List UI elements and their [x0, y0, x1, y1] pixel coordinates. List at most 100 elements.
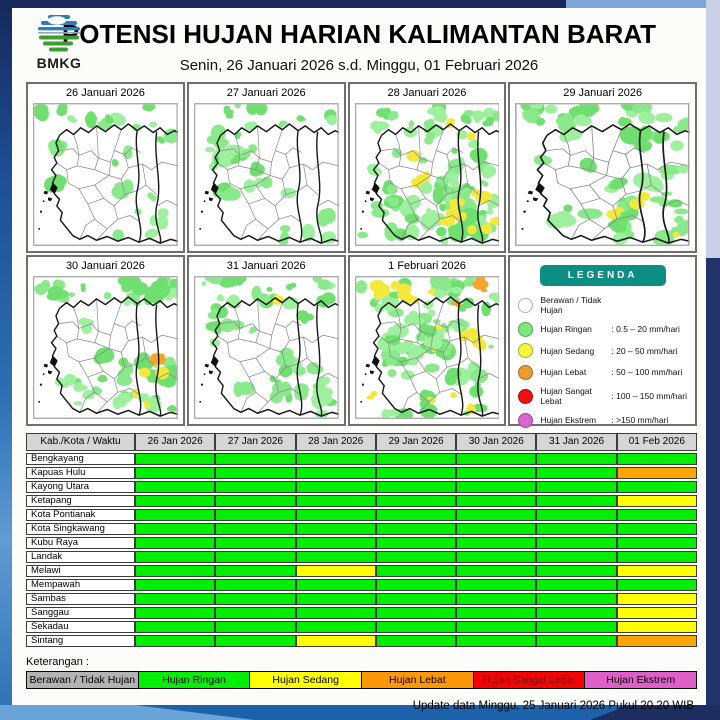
forecast-cell: [536, 621, 617, 633]
forecast-cell: [616, 579, 697, 591]
region-name: Kota Singkawang: [26, 523, 135, 535]
map-panel-day-1: 26 Januari 2026: [26, 82, 185, 253]
forecast-cell: [616, 537, 697, 549]
forecast-cell: [616, 593, 697, 605]
forecast-cell: [295, 635, 376, 647]
forecast-cell: [215, 509, 296, 521]
forecast-cell: [135, 551, 216, 563]
forecast-cell: [536, 635, 617, 647]
rain-map-container: [350, 102, 505, 251]
region-name: Sekadau: [26, 621, 135, 633]
keterangan-segment: Hujan Sedang: [250, 672, 363, 688]
region-name: Kapuas Hulu: [26, 467, 135, 479]
legend-item: Hujan Sangat Lebat: 100 – 150 mm/hari: [518, 386, 687, 406]
forecast-cell: [295, 481, 376, 493]
table-row: Melawi: [26, 565, 697, 577]
legend-item-range: : 20 – 50 mm/hari: [611, 345, 678, 356]
forecast-cell: [135, 453, 216, 465]
forecast-cell: [375, 537, 457, 549]
region-name: Bengkayang: [26, 453, 135, 465]
region-name: Sanggau: [26, 607, 135, 619]
forecast-cell: [456, 481, 537, 493]
map-panel-day-5: 30 Januari 2026: [26, 255, 185, 426]
forecast-cell: [536, 453, 617, 465]
forecast-cell: [616, 523, 697, 535]
update-timestamp: Update data Minggu, 25 Januari 2026 Puku…: [412, 700, 694, 712]
legend-color-dot: [518, 412, 534, 428]
region-name: Ketapang: [26, 495, 135, 507]
frame-top-right-band: [566, 0, 720, 8]
forecast-cell: [215, 523, 296, 535]
forecast-cell: [295, 495, 376, 507]
frame-right-band-top: [706, 0, 720, 258]
region-name: Sintang: [26, 635, 135, 647]
forecast-cell: [375, 453, 457, 465]
forecast-cell: [135, 593, 216, 605]
frame-bottom-dark-diagonal: [590, 705, 720, 720]
legend-item-name: Hujan Lebat: [540, 367, 587, 377]
legend-panel: LEGENDA Berawan / Tidak Hujan Hujan Ringa…: [508, 255, 697, 428]
table-row: Kubu Raya: [26, 537, 697, 549]
rain-map-container: [510, 102, 695, 251]
table-row: Kayong Utara: [26, 481, 697, 493]
map-panel-date: 1 Februari 2026: [388, 260, 466, 272]
forecast-cell: [536, 607, 617, 619]
keterangan-section: Keterangan : Berawan / Tidak Hujan Hujan …: [26, 656, 697, 689]
forecast-cell: [616, 621, 697, 633]
forecast-cell: [375, 635, 457, 647]
frame-left-band: [0, 0, 12, 720]
legend-item-name: Hujan Sangat Lebat: [540, 386, 592, 406]
legend-color-dot: [518, 343, 534, 358]
forecast-cell: [135, 523, 216, 535]
forecast-cell: [215, 593, 296, 605]
forecast-cell: [616, 565, 697, 577]
rain-map: [193, 276, 339, 419]
forecast-cell: [456, 537, 537, 549]
rain-map-container: [28, 102, 183, 251]
map-panel-date: 29 Januari 2026: [563, 87, 643, 99]
forecast-cell: [456, 635, 537, 647]
forecast-cell: [616, 453, 697, 465]
forecast-cell: [456, 621, 537, 633]
forecast-cell: [215, 495, 296, 507]
forecast-cell: [215, 467, 296, 479]
forecast-cell: [616, 481, 697, 493]
forecast-cell: [456, 551, 537, 563]
keterangan-color-bar: Berawan / Tidak Hujan Hujan Ringan Hujan S…: [26, 671, 697, 689]
forecast-cell: [536, 509, 617, 521]
forecast-cell: [375, 593, 457, 605]
forecast-cell: [215, 635, 296, 647]
map-panel-date: 28 Januari 2026: [387, 87, 467, 99]
rain-map: [354, 276, 500, 419]
map-panel-day-2: 27 Januari 2026: [186, 82, 346, 253]
legend-item-range: : 50 – 100 mm/hari: [611, 367, 683, 377]
forecast-cell: [295, 607, 376, 619]
legend-item-name: Hujan Ringan: [540, 324, 592, 334]
forecast-cell: [616, 509, 697, 521]
table-date-header: 30 Jan 2026: [456, 433, 537, 451]
table-row: Sekadau: [26, 621, 697, 633]
content-card: BMKG POTENSI HUJAN HARIAN KALIMANTAN BAR…: [12, 8, 706, 712]
rain-map-container: [350, 275, 505, 424]
forecast-cell: [536, 551, 617, 563]
map-grid: 26 Januari 2026 27 Januari 2026 28 Januari…: [26, 82, 697, 428]
legend-item-name: Hujan Sedang: [540, 345, 595, 356]
forecast-cell: [536, 467, 617, 479]
map-panel-day-6: 31 Januari 2026: [186, 255, 346, 426]
forecast-cell: [215, 453, 296, 465]
map-panel-date: 30 Januari 2026: [65, 260, 145, 272]
table-date-header: 26 Jan 2026: [135, 433, 216, 451]
header: BMKG POTENSI HUJAN HARIAN KALIMANTAN BAR…: [12, 8, 706, 78]
legend-item-name: Hujan Ekstrem: [540, 415, 597, 425]
forecast-cell: [295, 509, 376, 521]
forecast-cell: [536, 579, 617, 591]
map-panel-day-3: 28 Januari 2026: [347, 82, 507, 253]
page-title: POTENSI HUJAN HARIAN KALIMANTAN BARAT: [61, 19, 657, 49]
forecast-cell: [456, 579, 537, 591]
page-subtitle: Senin, 26 Januari 2026 s.d. Minggu, 01 F…: [179, 57, 539, 74]
forecast-cell: [295, 551, 376, 563]
map-panel-date: 31 Januari 2026: [226, 260, 306, 272]
table-row: Sambas: [26, 593, 697, 605]
table-row: Sintang: [26, 635, 697, 647]
forecast-cell: [456, 467, 537, 479]
